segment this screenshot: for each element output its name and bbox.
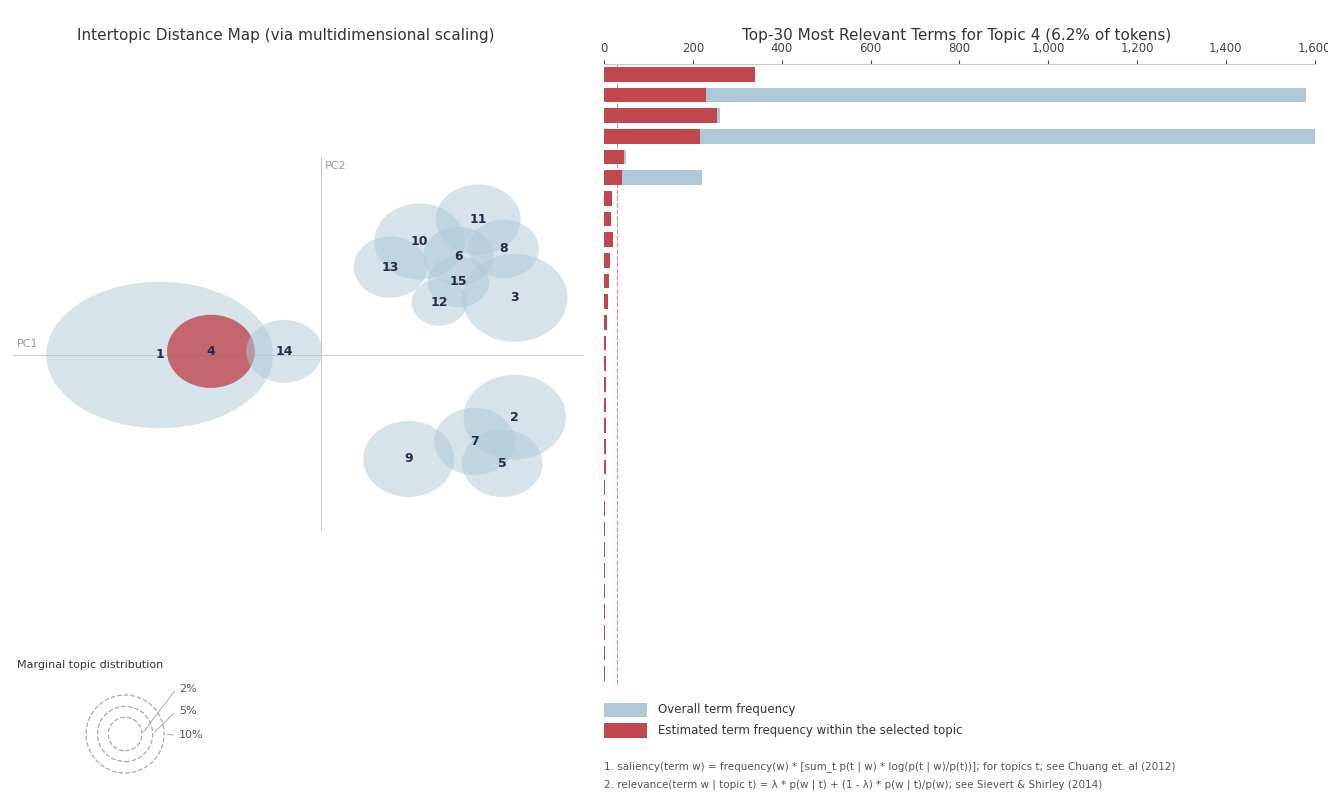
Bar bbox=[604, 211, 611, 226]
Bar bbox=[604, 335, 607, 350]
Text: 4: 4 bbox=[207, 345, 215, 358]
Bar bbox=[604, 191, 612, 206]
Text: Estimated term frequency within the selected topic: Estimated term frequency within the sele… bbox=[657, 724, 961, 737]
Bar bbox=[604, 170, 622, 185]
Bar bbox=[604, 398, 606, 413]
Text: 1. saliency(term w) = frequency(w) * [sum_t p(t | w) * log(p(t | w)/p(t))]; for : 1. saliency(term w) = frequency(w) * [su… bbox=[604, 761, 1175, 772]
Bar bbox=[604, 191, 612, 206]
Bar bbox=[604, 67, 756, 82]
Ellipse shape bbox=[462, 254, 567, 342]
Ellipse shape bbox=[463, 374, 566, 460]
Text: Intertopic Distance Map (via multidimensional scaling): Intertopic Distance Map (via multidimens… bbox=[77, 28, 494, 43]
Bar bbox=[604, 398, 606, 413]
Bar bbox=[604, 170, 703, 185]
Bar bbox=[604, 232, 614, 247]
Text: PC2: PC2 bbox=[325, 161, 347, 171]
Bar bbox=[604, 150, 627, 165]
Ellipse shape bbox=[364, 421, 454, 497]
Bar bbox=[604, 253, 610, 268]
Text: 11: 11 bbox=[469, 213, 487, 226]
Text: 10: 10 bbox=[410, 235, 429, 248]
Bar bbox=[604, 315, 607, 330]
Text: 10%: 10% bbox=[179, 730, 203, 740]
Text: 14: 14 bbox=[275, 345, 293, 358]
Bar bbox=[604, 315, 607, 330]
Bar bbox=[604, 377, 606, 392]
Text: Top-30 Most Relevant Terms for Topic 4 (6.2% of tokens): Top-30 Most Relevant Terms for Topic 4 (… bbox=[741, 28, 1171, 43]
Bar bbox=[604, 439, 606, 454]
Ellipse shape bbox=[374, 203, 465, 279]
Bar bbox=[604, 294, 608, 309]
Ellipse shape bbox=[469, 219, 539, 278]
Bar bbox=[604, 274, 608, 289]
Text: PC1: PC1 bbox=[17, 339, 39, 349]
Text: Overall term frequency: Overall term frequency bbox=[657, 703, 795, 716]
Text: 8: 8 bbox=[499, 242, 509, 255]
Ellipse shape bbox=[428, 256, 489, 307]
Text: 3: 3 bbox=[510, 291, 519, 304]
Bar bbox=[604, 129, 1315, 144]
Bar bbox=[604, 439, 606, 454]
Text: 2%: 2% bbox=[179, 684, 197, 694]
Text: 7: 7 bbox=[470, 435, 479, 448]
Bar bbox=[604, 253, 610, 268]
Text: 12: 12 bbox=[430, 296, 448, 309]
Ellipse shape bbox=[434, 408, 515, 475]
Text: 5%: 5% bbox=[179, 706, 197, 716]
Ellipse shape bbox=[462, 430, 543, 497]
Bar bbox=[604, 274, 608, 289]
Text: 9: 9 bbox=[404, 453, 413, 466]
Bar bbox=[604, 377, 606, 392]
Bar bbox=[604, 232, 614, 247]
FancyBboxPatch shape bbox=[604, 723, 647, 738]
Bar bbox=[604, 87, 1305, 102]
Text: 15: 15 bbox=[450, 275, 467, 288]
Text: Marginal topic distribution: Marginal topic distribution bbox=[17, 660, 163, 670]
Text: 1: 1 bbox=[155, 349, 165, 362]
Bar bbox=[604, 418, 606, 433]
Text: 2. relevance(term w | topic t) = λ * p(w | t) + (1 - λ) * p(w | t)/p(w); see Sie: 2. relevance(term w | topic t) = λ * p(w… bbox=[604, 779, 1102, 790]
Bar bbox=[604, 459, 606, 474]
Bar bbox=[604, 87, 706, 102]
Bar bbox=[604, 211, 611, 226]
Bar bbox=[604, 418, 606, 433]
Ellipse shape bbox=[412, 279, 467, 326]
Text: 13: 13 bbox=[381, 261, 398, 274]
Bar bbox=[604, 356, 607, 371]
Bar bbox=[604, 294, 608, 309]
Bar bbox=[604, 459, 606, 474]
Bar bbox=[604, 150, 624, 165]
FancyBboxPatch shape bbox=[604, 702, 647, 717]
Bar bbox=[604, 108, 720, 123]
Ellipse shape bbox=[353, 236, 426, 298]
Bar bbox=[604, 129, 700, 144]
Ellipse shape bbox=[46, 282, 274, 428]
Bar bbox=[604, 335, 607, 350]
Ellipse shape bbox=[436, 185, 521, 254]
Ellipse shape bbox=[246, 320, 323, 383]
Ellipse shape bbox=[167, 314, 255, 388]
Ellipse shape bbox=[424, 227, 494, 286]
Text: 5: 5 bbox=[498, 457, 507, 470]
Bar bbox=[604, 67, 756, 82]
Text: 6: 6 bbox=[454, 250, 462, 262]
Bar bbox=[604, 108, 717, 123]
Text: 2: 2 bbox=[510, 410, 519, 424]
Bar bbox=[604, 356, 607, 371]
